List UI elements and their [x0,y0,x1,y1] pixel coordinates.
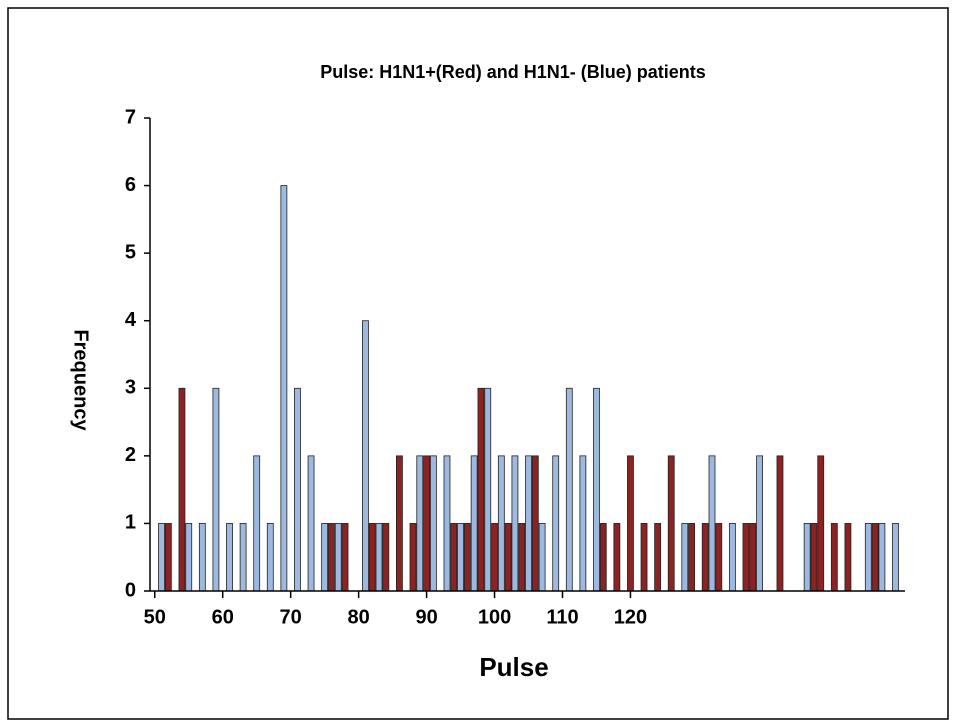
bar [525,455,532,592]
bar [830,523,838,592]
bar [599,523,607,592]
bar [416,455,424,592]
bar [667,455,675,592]
bar [817,455,825,592]
bar [253,455,261,592]
bar [497,455,505,592]
bar [362,320,369,592]
bar [531,455,539,592]
bar [728,523,736,592]
bar [382,523,390,592]
bar [158,523,165,592]
bar [756,455,763,592]
chart-frame [7,7,949,720]
bar [491,523,498,592]
y-tick-label: 5 [125,241,136,263]
bar [328,523,335,592]
bar [463,523,471,592]
chart-title: Pulse: H1N1+(Red) and H1N1- (Blue) patie… [320,62,706,82]
x-tick-label: 70 [280,606,302,628]
bar [518,523,526,592]
bar [307,455,315,592]
bar [470,455,478,592]
bar [239,523,247,592]
bar [504,523,512,592]
x-tick-label: 90 [415,606,437,628]
x-tick-label: 110 [546,606,578,628]
x-tick-label: 80 [348,606,370,628]
bar [810,523,818,592]
bar [803,523,811,592]
bar [375,523,383,592]
y-tick-label: 4 [125,309,137,331]
bar [688,523,696,592]
bar [681,523,689,592]
bar [450,523,458,592]
bar [423,455,430,592]
bar [538,523,546,592]
bar [164,523,172,592]
bar [892,523,899,592]
bar [565,387,573,592]
bar [776,455,784,592]
bar [871,523,879,592]
bar [266,523,274,592]
bar [613,523,621,592]
bar [341,523,349,592]
bar [429,455,437,592]
bar [226,523,233,592]
y-tick-label: 6 [125,174,136,196]
bar [280,185,288,592]
bar [443,455,451,592]
bar [334,523,342,592]
x-axis-label: Pulse [479,652,548,682]
bar [396,455,403,592]
bar [484,387,492,592]
y-tick-label: 7 [125,106,136,128]
bar [627,455,634,592]
x-tick-label: 50 [144,606,166,628]
bar [640,523,648,592]
bar [457,523,464,592]
bar [715,523,723,592]
y-tick-label: 3 [125,377,136,399]
bar [511,455,519,592]
bar [368,523,376,592]
bar [552,455,560,592]
bar [477,387,485,592]
x-tick-label: 100 [478,606,511,628]
bar [178,387,186,592]
bar [198,523,206,592]
x-tick-label: 60 [212,606,234,628]
bar [742,523,750,592]
bar [593,387,600,592]
y-tick-label: 1 [125,512,136,534]
x-tick-label: 120 [614,606,647,628]
bar [864,523,872,592]
bar [701,523,709,592]
y-axis-label: Frequency [70,329,92,431]
bar [579,455,587,592]
bar [654,523,662,592]
bar [749,523,757,592]
bar [212,387,220,592]
bar [708,455,716,592]
bar [844,523,852,592]
bar [294,387,301,592]
bar [321,523,329,592]
bar [878,523,886,592]
bar [409,523,417,592]
y-tick-label: 0 [125,579,136,601]
y-tick-label: 2 [125,444,136,466]
bar [185,523,193,592]
